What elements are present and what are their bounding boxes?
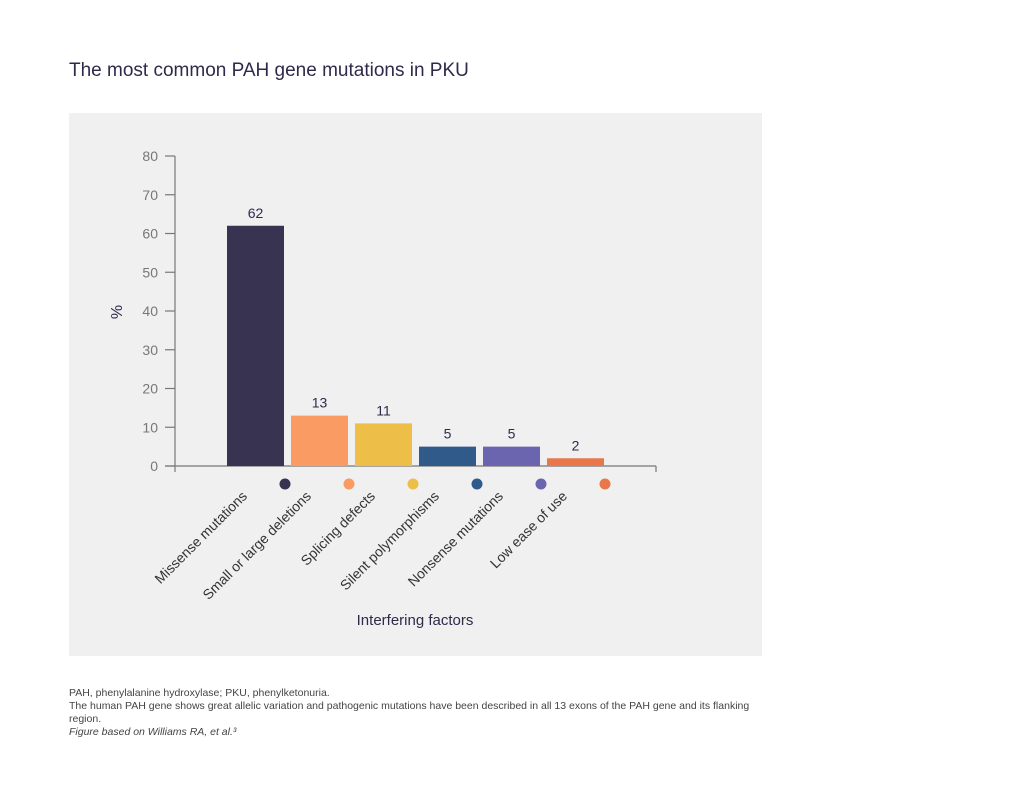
bar <box>547 458 604 466</box>
data-label: 2 <box>572 437 580 453</box>
legend-dot <box>599 478 611 490</box>
y-tick-label: 60 <box>142 226 158 242</box>
data-label: 13 <box>312 395 328 411</box>
footnote-description: The human PAH gene shows great allelic v… <box>69 700 750 725</box>
legend-dot <box>343 478 355 490</box>
y-tick-label: 30 <box>142 342 158 358</box>
data-label: 62 <box>248 205 264 221</box>
y-axis-title: % <box>109 305 126 319</box>
y-tick-label: 50 <box>142 264 158 280</box>
bar <box>227 225 284 466</box>
y-tick-label: 80 <box>142 148 158 164</box>
y-tick-label: 70 <box>142 187 158 203</box>
x-axis-title: Interfering factors <box>357 612 474 629</box>
footnote-abbreviations: PAH, phenylalanine hydroxylase; PKU, phe… <box>69 687 330 699</box>
bar <box>291 415 348 466</box>
y-tick-label: 0 <box>150 458 158 474</box>
data-label: 5 <box>444 426 452 442</box>
y-tick-label: 20 <box>142 381 158 397</box>
bar <box>355 423 412 466</box>
footnote-source: Figure based on Williams RA, et al.³ <box>69 726 237 738</box>
bar <box>483 446 540 466</box>
legend-dot <box>535 478 547 490</box>
data-label: 5 <box>508 426 516 442</box>
x-tick-label: Small or large deletions <box>199 488 314 603</box>
legend-dot <box>279 478 291 490</box>
y-tick-label: 10 <box>142 419 158 435</box>
legend-dot <box>471 478 483 490</box>
footnotes: PAH, phenylalanine hydroxylase; PKU, phe… <box>69 687 769 739</box>
legend-dot <box>407 478 419 490</box>
chart-panel <box>69 113 762 656</box>
bar <box>419 446 476 466</box>
y-tick-label: 40 <box>142 303 158 319</box>
data-label: 11 <box>376 402 391 418</box>
chart-title: The most common PAH gene mutations in PK… <box>69 60 469 81</box>
